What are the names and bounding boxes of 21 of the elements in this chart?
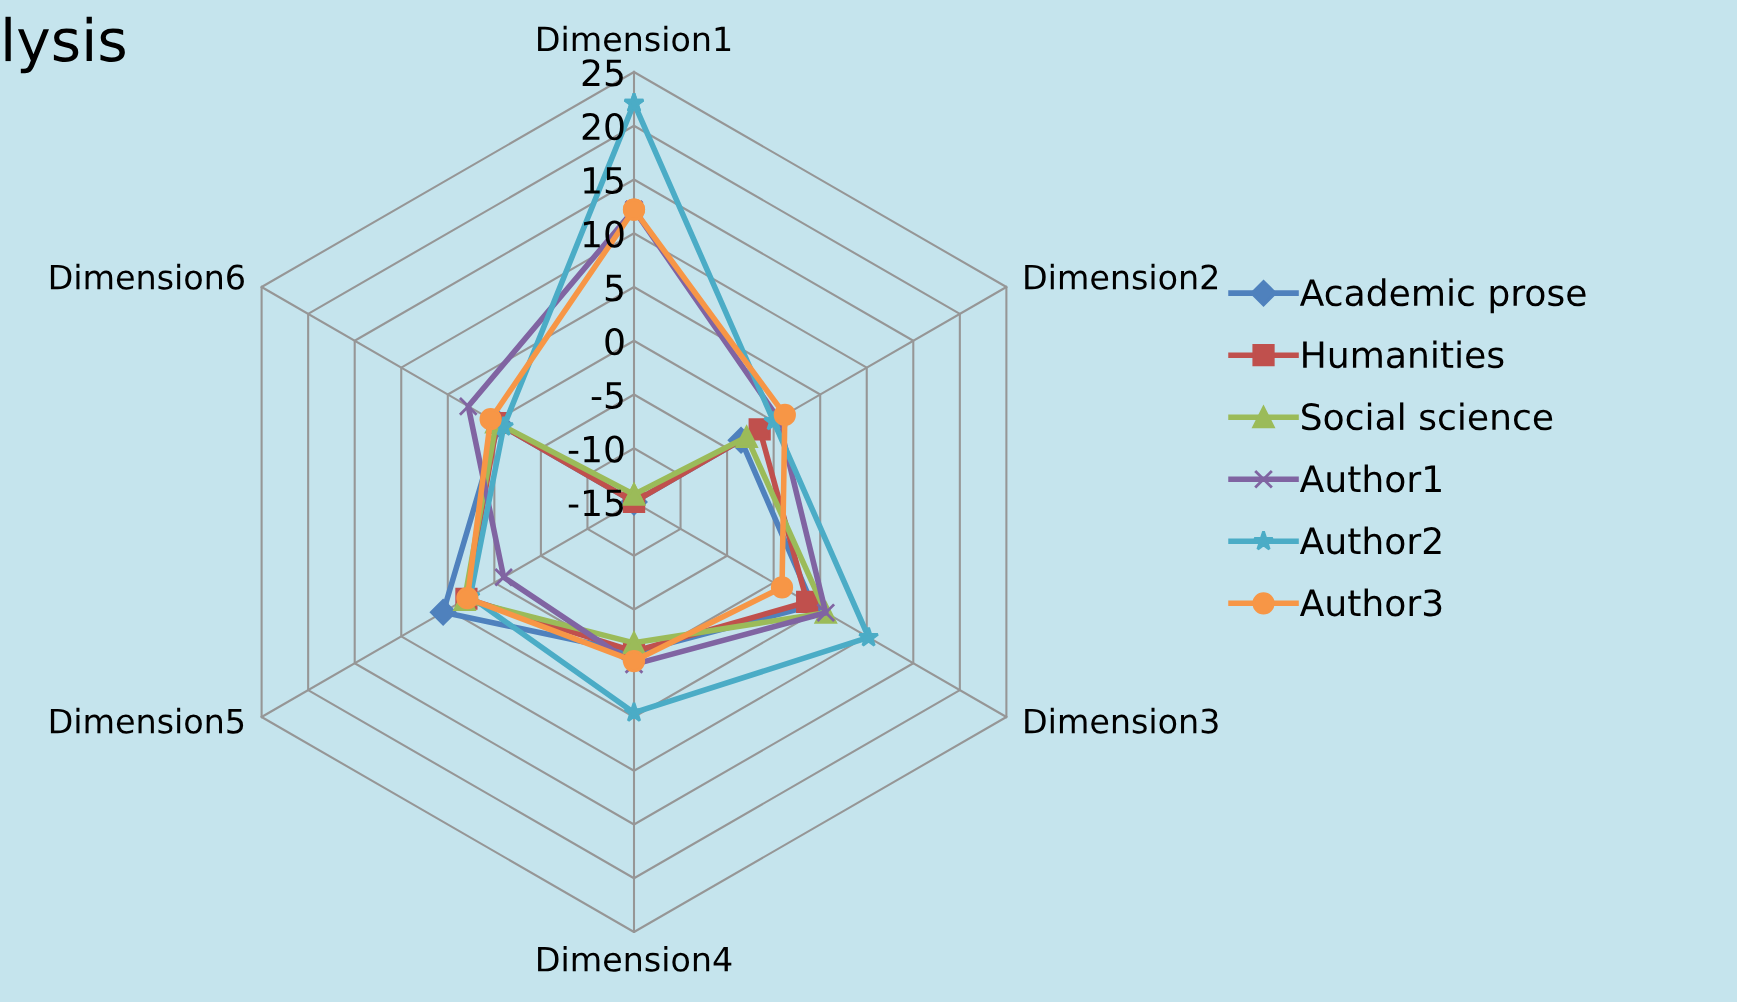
legend-label: Author3 [1299,588,1442,617]
y-tick-label: 25 [582,59,623,87]
spoke-label: Dimension1 [538,25,731,52]
legend-label: Humanities [1303,340,1504,369]
legend-label: Social science [1302,402,1553,431]
spoke-label: Dimension5 [50,707,244,734]
spoke-label: Dimension3 [1025,707,1218,734]
legend-label: Academic prose [1299,278,1586,314]
y-tick-label: 0 [605,327,624,356]
chart-title: lysis [5,16,125,74]
y-tick-label: 15 [584,167,623,194]
y-tick-label: 20 [582,112,624,141]
spoke-label: Dimension2 [1025,263,1218,290]
y-tick-label: -5 [591,382,623,409]
y-tick-label: -15 [568,489,623,517]
y-tick-label: 5 [605,274,623,302]
legend-label: Author2 [1299,526,1441,555]
legend-label: Author1 [1299,464,1441,493]
spoke-label: Dimension4 [538,946,732,972]
spoke-label: Dimension6 [50,263,244,290]
y-tick-label: -10 [568,435,624,463]
